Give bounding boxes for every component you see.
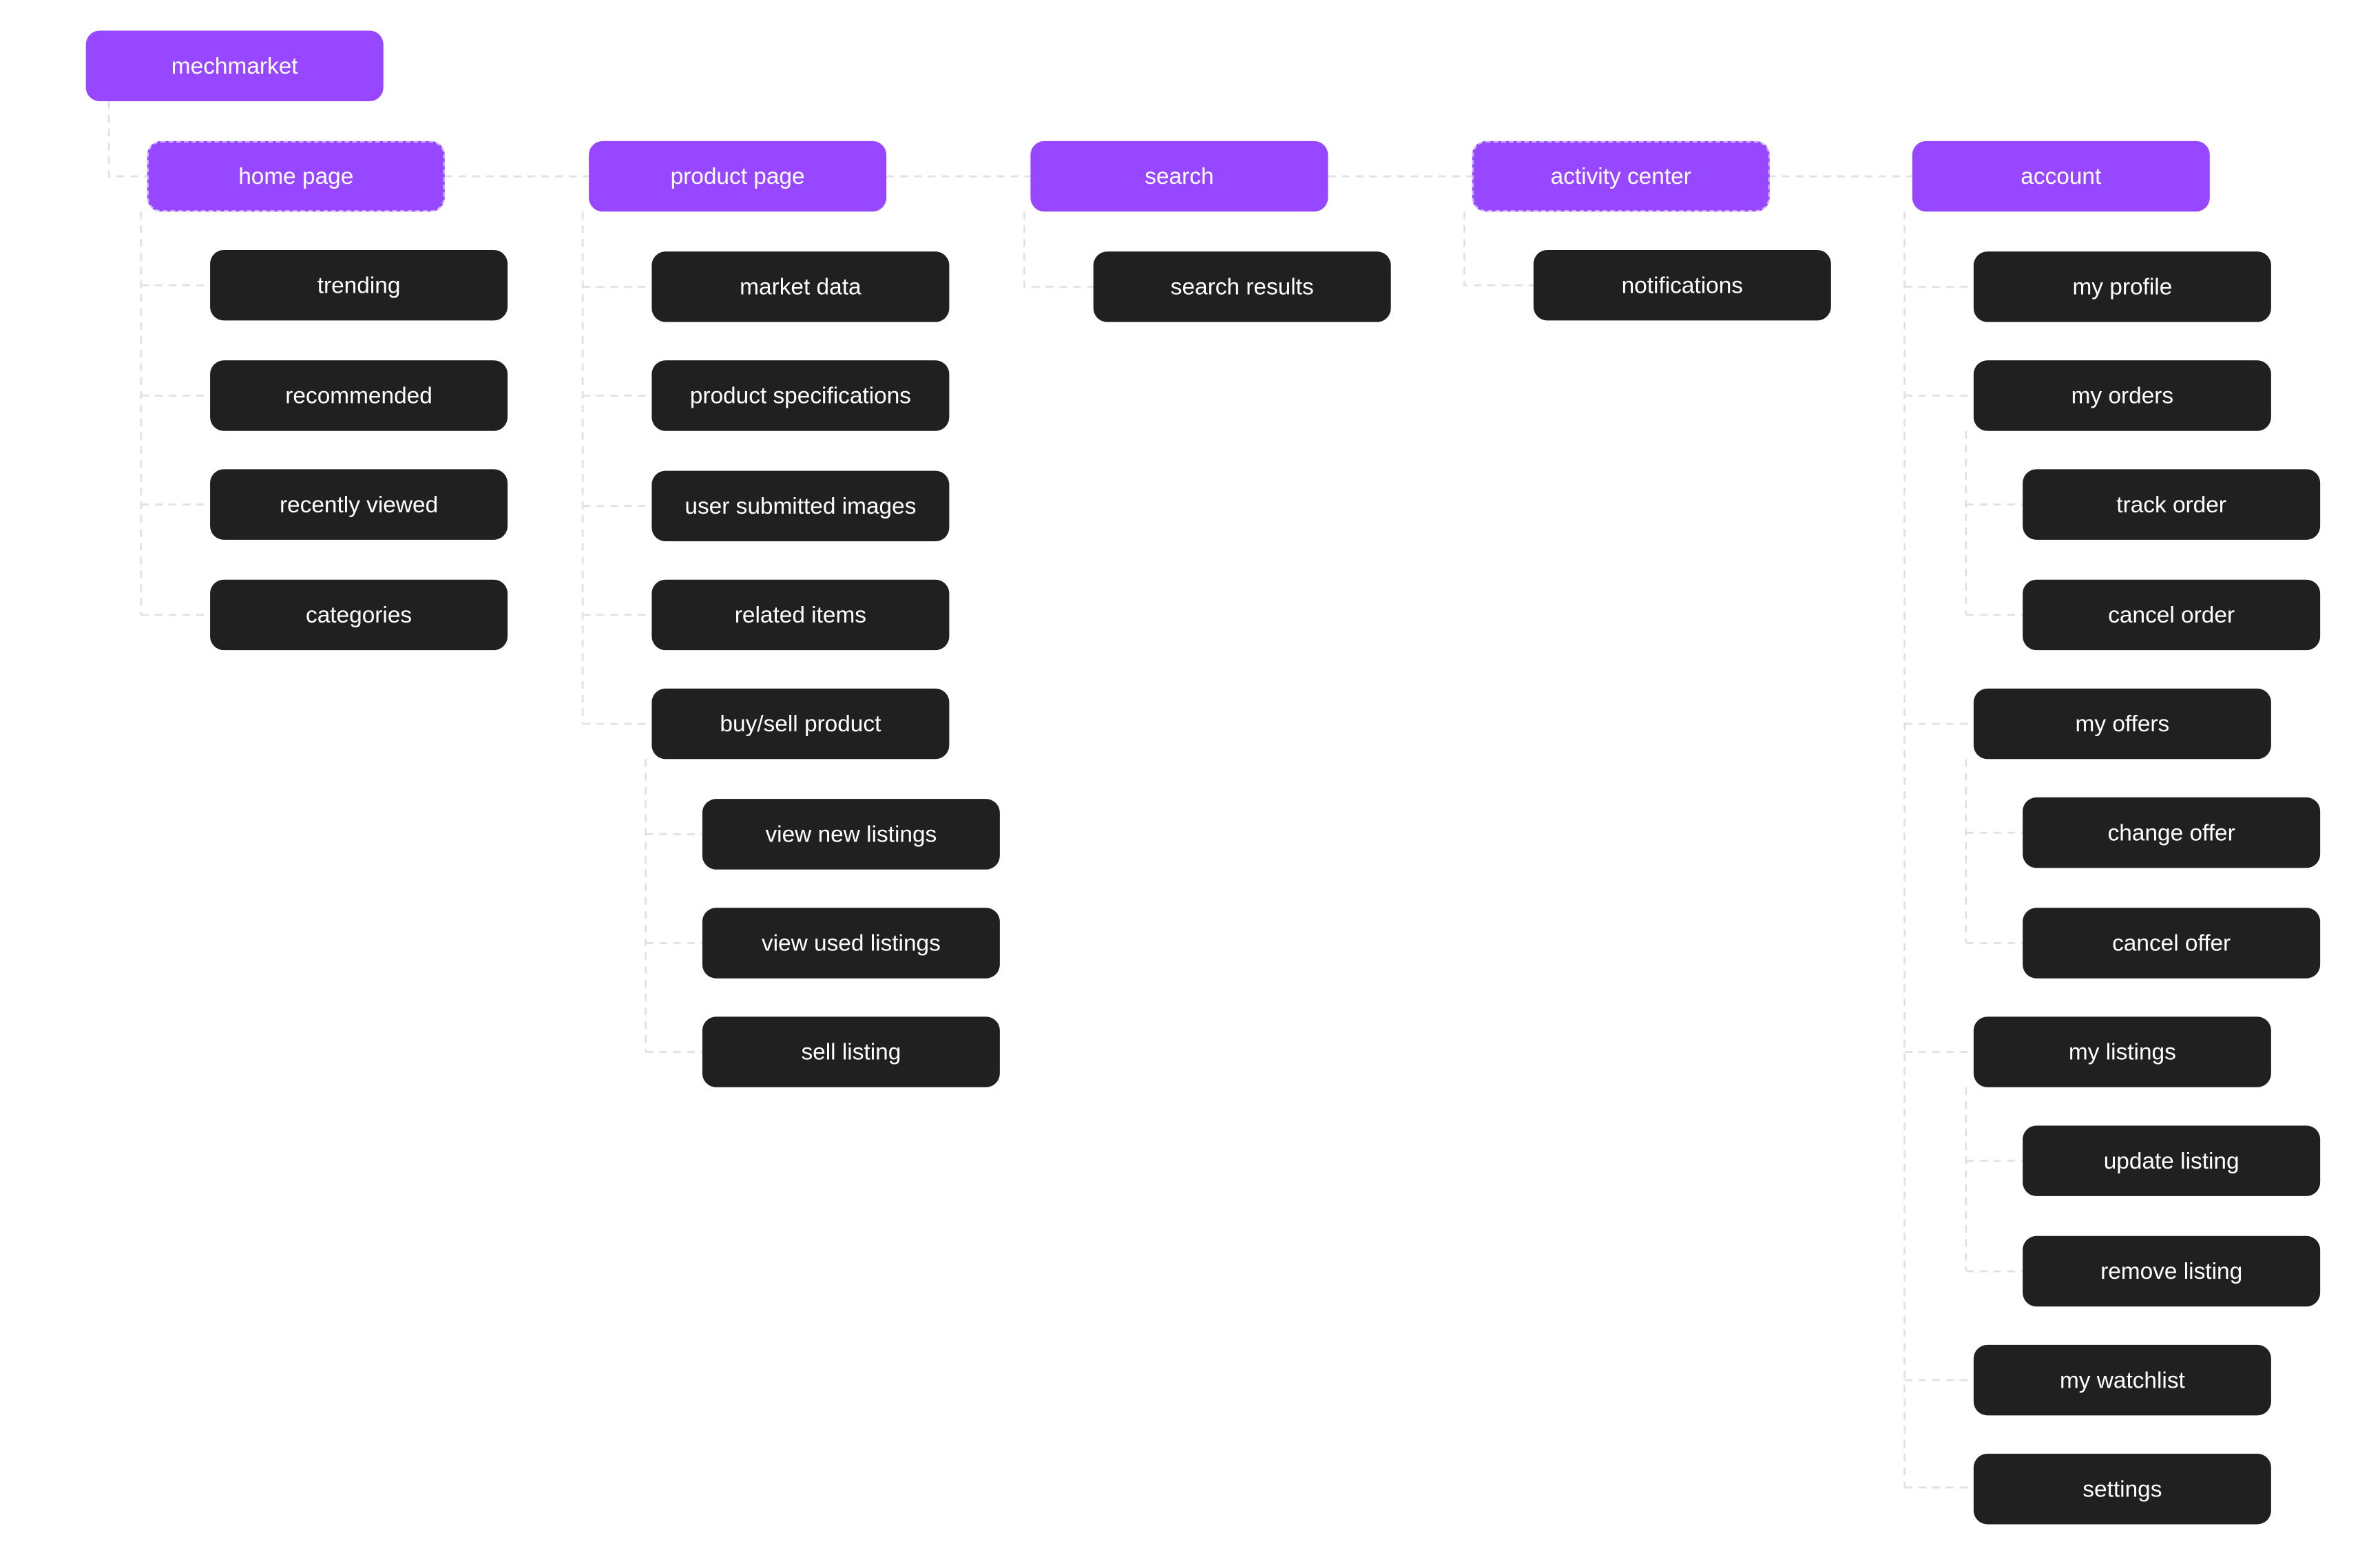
node-recommended: recommended (210, 360, 508, 431)
node-trending: trending (210, 249, 508, 321)
node-my-orders: my orders (1973, 360, 2271, 431)
node-activity-center: activity center (1472, 140, 1770, 212)
node-search: search (1030, 140, 1328, 212)
node-notifications: notifications (1533, 249, 1831, 321)
node-sell-listing: sell listing (702, 1016, 1000, 1087)
node-product-page: product page (589, 140, 887, 212)
node-root-mechmarket: mechmarket (85, 30, 384, 101)
node-settings: settings (1973, 1454, 2271, 1525)
node-track-order: track order (2023, 469, 2321, 540)
connector-home-children (140, 211, 211, 616)
node-view-used-listings: view used listings (702, 908, 1000, 979)
node-related-items: related items (651, 579, 950, 651)
node-buy-sell-product: buy/sell product (651, 688, 950, 760)
node-update-listing: update listing (2023, 1125, 2321, 1196)
connector-account-children (1903, 211, 1974, 1489)
node-user-submitted-images: user submitted images (651, 470, 950, 542)
node-account: account (1912, 140, 2210, 212)
node-cancel-offer: cancel offer (2023, 908, 2321, 979)
connector-product-children (581, 211, 652, 725)
connector-root-home (107, 101, 147, 178)
node-product-specifications: product specifications (651, 360, 950, 431)
node-search-results: search results (1093, 251, 1391, 322)
connector-search-children (1023, 211, 1094, 288)
node-view-new-listings: view new listings (702, 799, 1000, 870)
node-recently-viewed: recently viewed (210, 469, 508, 540)
connector-buysell-children (645, 759, 702, 1054)
node-cancel-order: cancel order (2023, 579, 2321, 651)
node-my-listings: my listings (1973, 1016, 2271, 1087)
node-market-data: market data (651, 251, 950, 322)
node-my-profile: my profile (1973, 251, 2271, 322)
node-categories: categories (210, 579, 508, 651)
node-home-page: home page (147, 140, 445, 212)
connector-offers-children (1965, 759, 2023, 944)
connector-listings-children (1965, 1087, 2023, 1273)
node-my-watchlist: my watchlist (1973, 1344, 2271, 1416)
node-my-offers: my offers (1973, 688, 2271, 760)
connector-activity-children (1463, 211, 1534, 286)
node-change-offer: change offer (2023, 797, 2321, 868)
connector-orders-children (1965, 430, 2023, 616)
node-remove-listing: remove listing (2023, 1235, 2321, 1307)
